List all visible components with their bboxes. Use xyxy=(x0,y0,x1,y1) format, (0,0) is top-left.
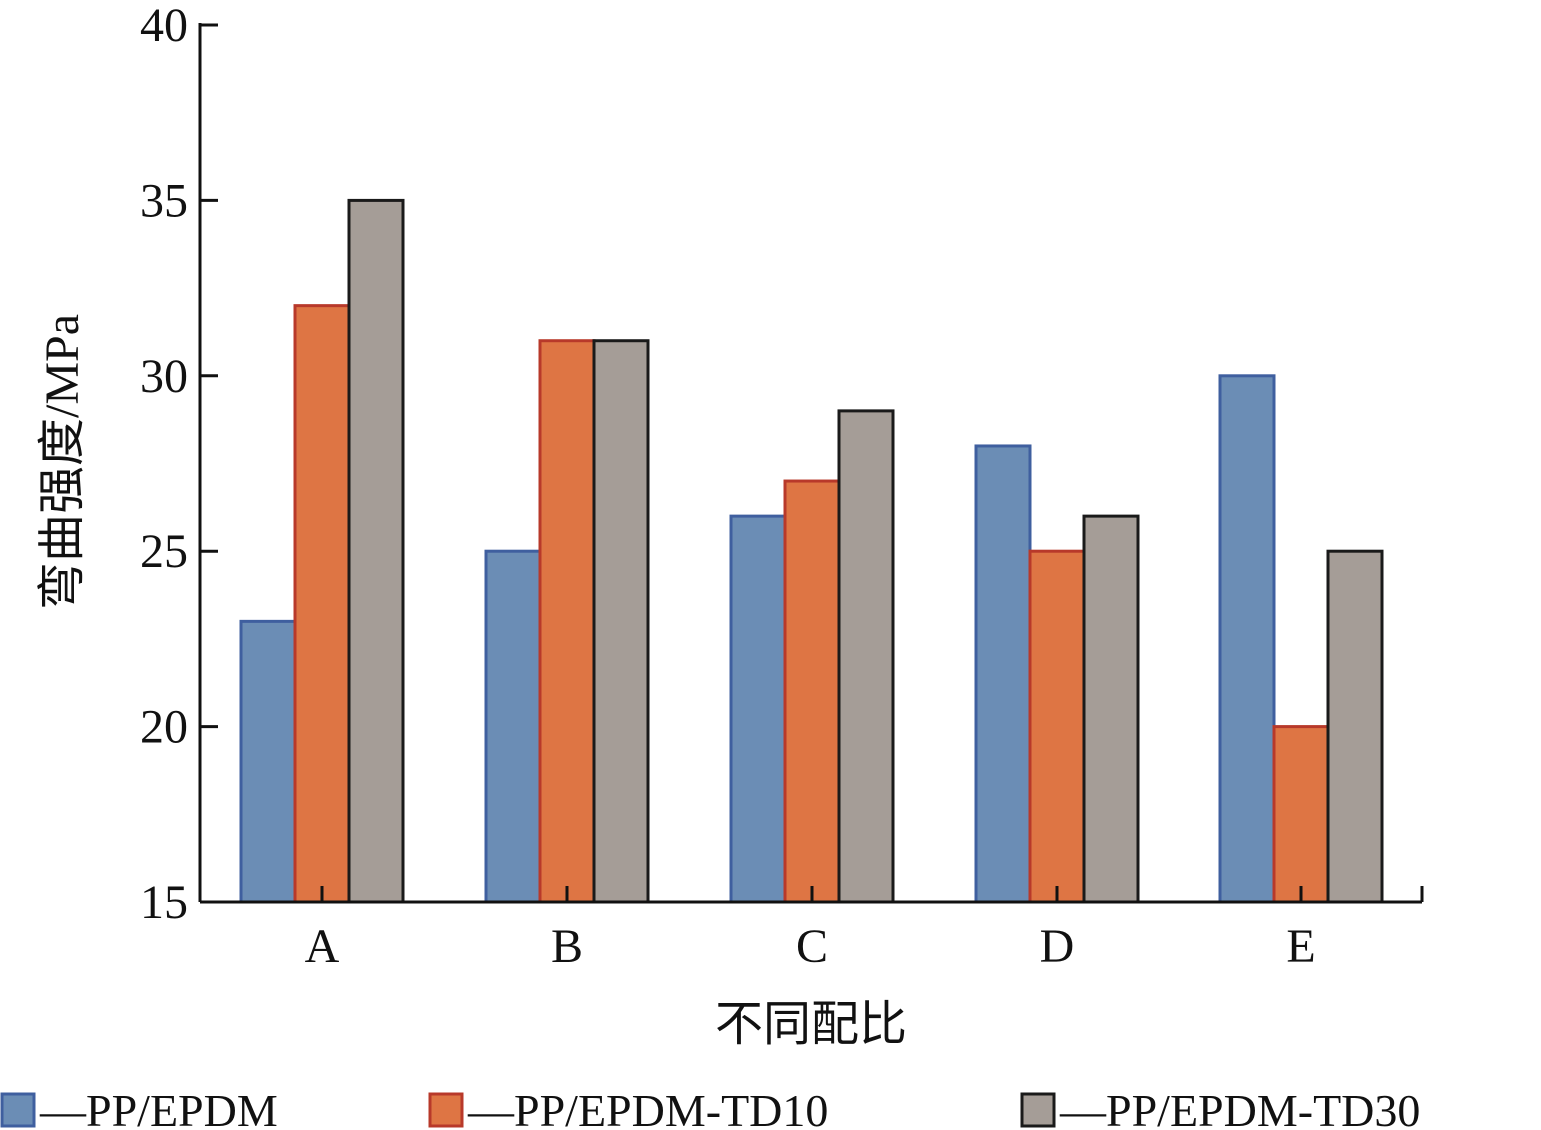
legend-swatch-series-1 xyxy=(0,1092,36,1128)
y-tick-label: 40 xyxy=(140,0,188,52)
x-tick-label: B xyxy=(551,920,583,973)
bar-c-series-2 xyxy=(783,479,841,904)
y-tick-label: 20 xyxy=(140,701,188,754)
y-tick-label: 35 xyxy=(140,174,188,227)
bar-d-series-2 xyxy=(1028,549,1086,904)
bar-c-series-3 xyxy=(837,409,895,904)
x-ticks-group: A B C D E xyxy=(305,886,1316,973)
bar-d-series-3 xyxy=(1082,514,1140,904)
x-axis-title: 不同配比 xyxy=(715,998,907,1051)
bar-a-series-2 xyxy=(293,304,351,904)
x-tick-label: D xyxy=(1040,920,1075,973)
legend-swatch-series-2 xyxy=(428,1092,464,1128)
bar-e-series-1 xyxy=(1218,374,1276,904)
x-tick-label: E xyxy=(1286,920,1315,973)
bar-e-series-3 xyxy=(1326,549,1384,904)
x-tick-label: C xyxy=(796,920,828,973)
legend: —PP/EPDM —PP/EPDM-TD10 —PP/EPDM-TD30 xyxy=(0,1085,1420,1130)
y-tick-label: 25 xyxy=(140,525,188,578)
bar-b-series-3 xyxy=(592,339,650,904)
legend-label-series-1: —PP/EPDM xyxy=(39,1085,278,1130)
bar-c-series-1 xyxy=(729,514,787,904)
bar-b-series-1 xyxy=(484,549,542,904)
bar-a-series-3 xyxy=(347,198,405,904)
legend-label-series-2: —PP/EPDM-TD10 xyxy=(467,1085,828,1130)
bars-group xyxy=(239,198,1384,904)
bar-d-series-1 xyxy=(974,444,1032,904)
y-axis-title: 弯曲强度/MPa xyxy=(36,314,89,610)
y-ticks-group: 15 20 25 30 35 40 xyxy=(140,0,218,929)
y-tick-label: 15 xyxy=(140,876,188,929)
legend-label-series-3: —PP/EPDM-TD30 xyxy=(1059,1085,1420,1130)
legend-swatch-series-3 xyxy=(1020,1092,1056,1128)
y-tick-label: 30 xyxy=(140,350,188,403)
bar-b-series-2 xyxy=(538,339,596,904)
bar-a-series-1 xyxy=(239,619,297,904)
x-tick-label: A xyxy=(305,920,340,973)
bar-e-series-2 xyxy=(1272,725,1330,904)
